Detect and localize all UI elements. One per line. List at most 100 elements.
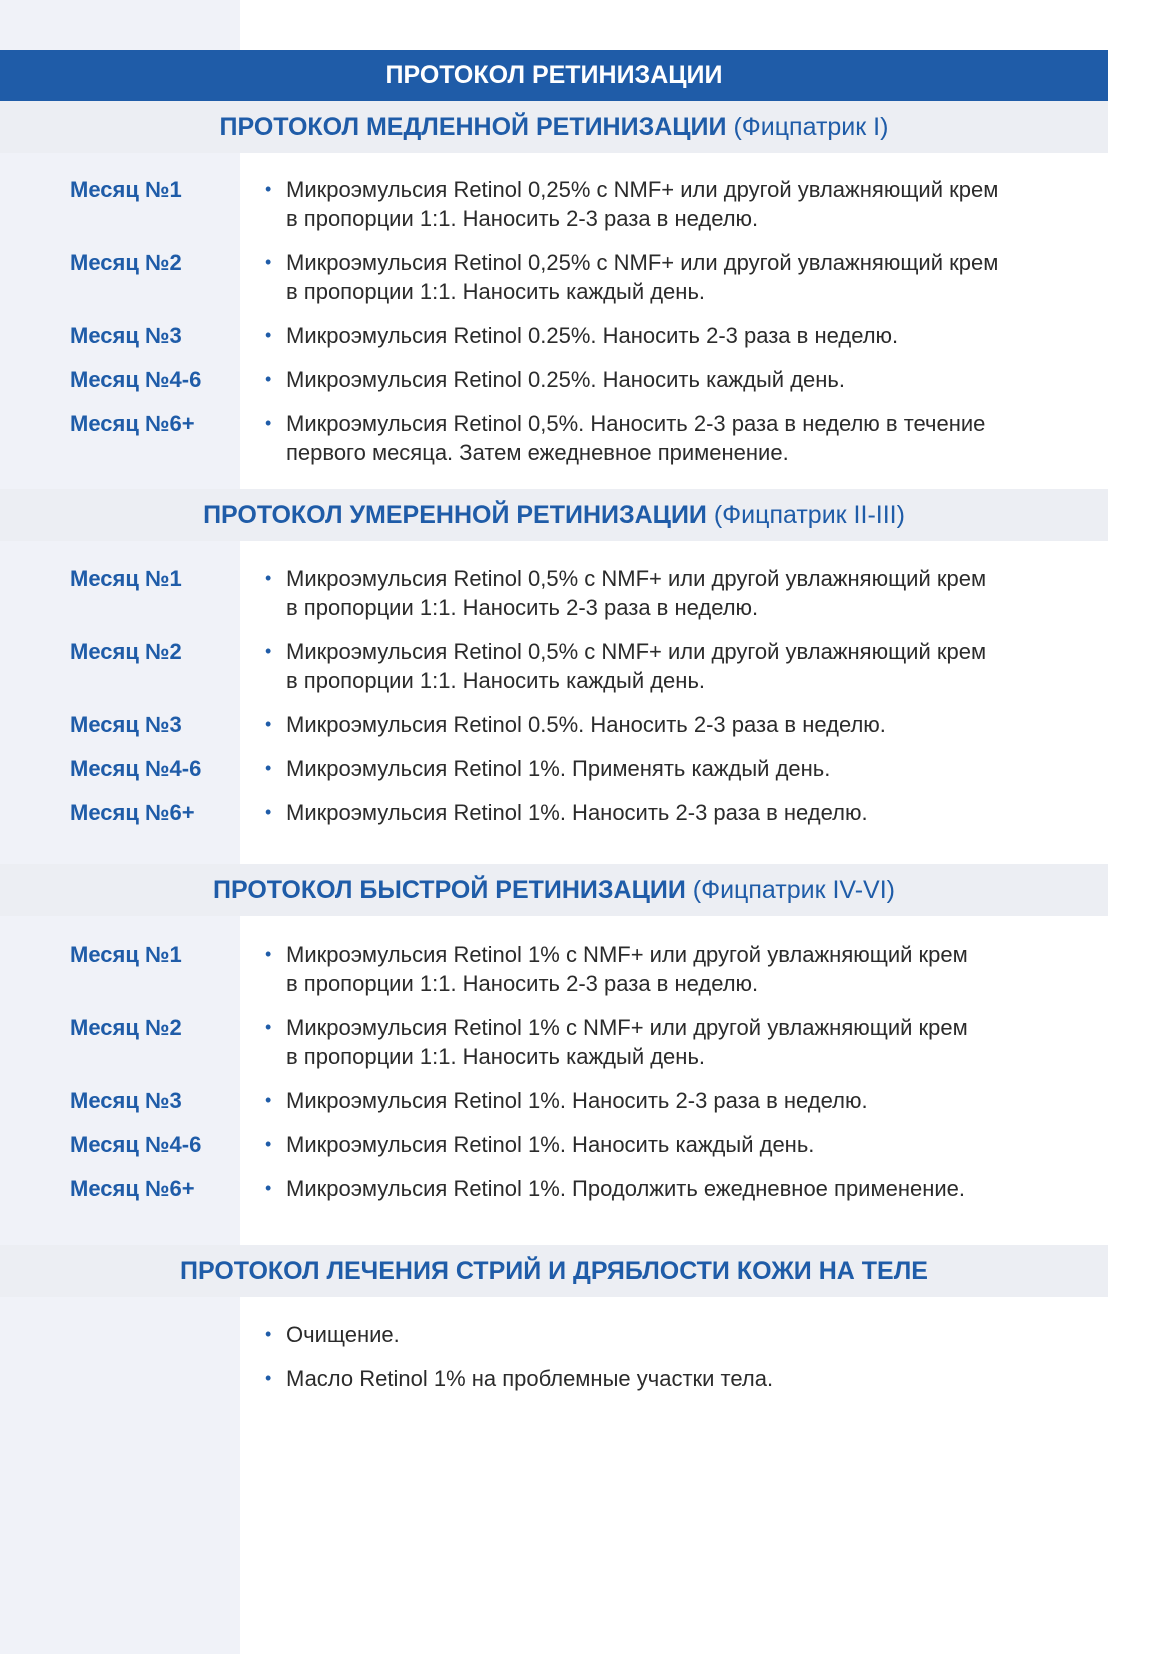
section-title: ПРОТОКОЛ УМЕРЕННОЙ РЕТИНИЗАЦИИ [203,500,707,529]
protocol-row: • Очищение. [0,1320,1108,1349]
item-text: Микроэмульсия Retinol 0,25% с NMF+ или д… [286,250,999,304]
bullet-item: • Масло Retinol 1% на проблемные участки … [265,1364,773,1393]
month-label: Месяц №3 [70,323,182,348]
item-text: Микроэмульсия Retinol 1%. Наносить 2-3 р… [286,1088,868,1113]
bullet-item: • Микроэмульсия Retinol 0,5% с NMF+ или д… [265,637,986,695]
bullet-icon: • [265,325,272,345]
section-body: Месяц №1 • Микроэмульсия Retinol 0,25% с N… [0,175,1108,482]
month-label: Месяц №6+ [70,411,195,436]
page-title: ПРОТОКОЛ РЕТИНИЗАЦИИ [0,50,1108,101]
month-label: Месяц №3 [70,712,182,737]
bullet-icon: • [265,1324,272,1344]
item-text: Микроэмульсия Retinol 1%. Применять кажд… [286,756,831,781]
protocol-row: Месяц №6+ • Микроэмульсия Retinol 0,5%. На… [0,409,1108,467]
item-text: Микроэмульсия Retinol 1% с NMF+ или друг… [286,1015,968,1069]
section-subtitle: (Фицпатрик I) [726,112,889,141]
section-header: ПРОТОКОЛ ЛЕЧЕНИЯ СТРИЙ И ДРЯБЛОСТИ КОЖИ … [0,1245,1108,1297]
month-label: Месяц №6+ [70,800,195,825]
protocol-row: Месяц №6+ • Микроэмульсия Retinol 1%. Нано… [0,798,1108,827]
item-text: Масло Retinol 1% на проблемные участки т… [286,1366,774,1391]
left-column-background [0,0,240,1654]
bullet-icon: • [265,802,272,822]
bullet-item: • Микроэмульсия Retinol 0.25%. Наносить к… [265,365,845,394]
item-text: Очищение. [286,1322,400,1347]
item-text: Микроэмульсия Retinol 0.5%. Наносить 2-3… [286,712,886,737]
bullet-item: • Микроэмульсия Retinol 0,25% с NMF+ или … [265,248,998,306]
month-label: Месяц №4-6 [70,756,202,781]
protocol-row: Месяц №3 • Микроэмульсия Retinol 0.5%. Нан… [0,710,1108,739]
protocol-row: Месяц №1 • Микроэмульсия Retinol 0,25% с N… [0,175,1108,233]
item-text: Микроэмульсия Retinol 1% с NMF+ или друг… [286,942,968,996]
item-text: Микроэмульсия Retinol 0.25%. Наносить 2-… [286,323,899,348]
section-header: ПРОТОКОЛ УМЕРЕННОЙ РЕТИНИЗАЦИИ (Фицпатри… [0,489,1108,541]
section-body: Месяц №1 • Микроэмульсия Retinol 0,5% с NM… [0,564,1108,842]
protocol-row: Месяц №4-6 • Микроэмульсия Retinol 1%. При… [0,754,1108,783]
section-subtitle: (Фицпатрик IV-VI) [685,875,895,904]
section-title: ПРОТОКОЛ МЕДЛЕННОЙ РЕТИНИЗАЦИИ [219,112,727,141]
section-title: ПРОТОКОЛ ЛЕЧЕНИЯ СТРИЙ И ДРЯБЛОСТИ КОЖИ … [180,1256,928,1285]
protocol-row: Месяц №1 • Микроэмульсия Retinol 1% с NMF+… [0,940,1108,998]
section-header: ПРОТОКОЛ МЕДЛЕННОЙ РЕТИНИЗАЦИИ (Фицпатри… [0,101,1108,153]
month-label: Месяц №1 [70,566,182,591]
bullet-item: • Микроэмульсия Retinol 1%. Наносить 2-3 … [265,798,868,827]
section-title: ПРОТОКОЛ БЫСТРОЙ РЕТИНИЗАЦИИ [213,875,686,904]
item-text: Микроэмульсия Retinol 1%. Продолжить еже… [286,1176,966,1201]
month-label: Месяц №3 [70,1088,182,1113]
protocol-row: Месяц №2 • Микроэмульсия Retinol 0,5% с NM… [0,637,1108,695]
month-label: Месяц №2 [70,250,182,275]
bullet-item: • Очищение. [265,1320,400,1349]
bullet-icon: • [265,944,272,964]
month-label: Месяц №4-6 [70,367,202,392]
protocol-row: • Масло Retinol 1% на проблемные участки … [0,1364,1108,1393]
month-label: Месяц №2 [70,1015,182,1040]
protocol-row: Месяц №2 • Микроэмульсия Retinol 0,25% с N… [0,248,1108,306]
protocol-row: Месяц №3 • Микроэмульсия Retinol 0.25%. На… [0,321,1108,350]
item-text: Микроэмульсия Retinol 0,5% с NMF+ или др… [286,566,987,620]
bullet-icon: • [265,714,272,734]
bullet-item: • Микроэмульсия Retinol 1% с NMF+ или дру… [265,940,968,998]
bullet-item: • Микроэмульсия Retinol 0,5% с NMF+ или д… [265,564,986,622]
bullet-icon: • [265,1178,272,1198]
item-text: Микроэмульсия Retinol 0,5%. Наносить 2-3… [286,411,986,465]
section-header: ПРОТОКОЛ БЫСТРОЙ РЕТИНИЗАЦИИ (Фицпатрик … [0,864,1108,916]
bullet-item: • Микроэмульсия Retinol 0.25%. Наносить 2… [265,321,898,350]
month-label: Месяц №6+ [70,1176,195,1201]
bullet-icon: • [265,1090,272,1110]
protocol-row: Месяц №2 • Микроэмульсия Retinol 1% с NMF+… [0,1013,1108,1071]
bullet-item: • Микроэмульсия Retinol 1%. Наносить кажд… [265,1130,814,1159]
month-label [0,1364,265,1393]
section-body: • Очищение. • Масло Retinol 1% на проблемны… [0,1320,1108,1408]
bullet-icon: • [265,179,272,199]
bullet-icon: • [265,641,272,661]
item-text: Микроэмульсия Retinol 1%. Наносить кажды… [286,1132,815,1157]
section-subtitle: (Фицпатрик II-III) [706,500,905,529]
bullet-icon: • [265,1134,272,1154]
bullet-icon: • [265,1017,272,1037]
bullet-icon: • [265,413,272,433]
bullet-item: • Микроэмульсия Retinol 1%. Наносить 2-3 … [265,1086,868,1115]
protocol-row: Месяц №1 • Микроэмульсия Retinol 0,5% с NM… [0,564,1108,622]
protocol-row: Месяц №4-6 • Микроэмульсия Retinol 1%. Нан… [0,1130,1108,1159]
bullet-item: • Микроэмульсия Retinol 1%. Применять каж… [265,754,830,783]
bullet-item: • Микроэмульсия Retinol 0.5%. Наносить 2-… [265,710,886,739]
bullet-icon: • [265,568,272,588]
bullet-icon: • [265,758,272,778]
month-label: Месяц №2 [70,639,182,664]
item-text: Микроэмульсия Retinol 1%. Наносить 2-3 р… [286,800,868,825]
protocol-row: Месяц №6+ • Микроэмульсия Retinol 1%. Прод… [0,1174,1108,1203]
bullet-item: • Микроэмульсия Retinol 0,25% с NMF+ или … [265,175,998,233]
bullet-item: • Микроэмульсия Retinol 0,5%. Наносить 2-… [265,409,985,467]
protocol-row: Месяц №4-6 • Микроэмульсия Retinol 0.25%. … [0,365,1108,394]
month-label: Месяц №4-6 [70,1132,202,1157]
section-body: Месяц №1 • Микроэмульсия Retinol 1% с NMF+… [0,940,1108,1218]
item-text: Микроэмульсия Retinol 0.25%. Наносить ка… [286,367,845,392]
bullet-item: • Микроэмульсия Retinol 1% с NMF+ или дру… [265,1013,968,1071]
bullet-icon: • [265,1368,272,1388]
item-text: Микроэмульсия Retinol 0,25% с NMF+ или д… [286,177,999,231]
month-label [0,1320,265,1349]
bullet-icon: • [265,252,272,272]
bullet-icon: • [265,369,272,389]
protocol-row: Месяц №3 • Микроэмульсия Retinol 1%. Нанос… [0,1086,1108,1115]
bullet-item: • Микроэмульсия Retinol 1%. Продолжить еж… [265,1174,965,1203]
month-label: Месяц №1 [70,177,182,202]
